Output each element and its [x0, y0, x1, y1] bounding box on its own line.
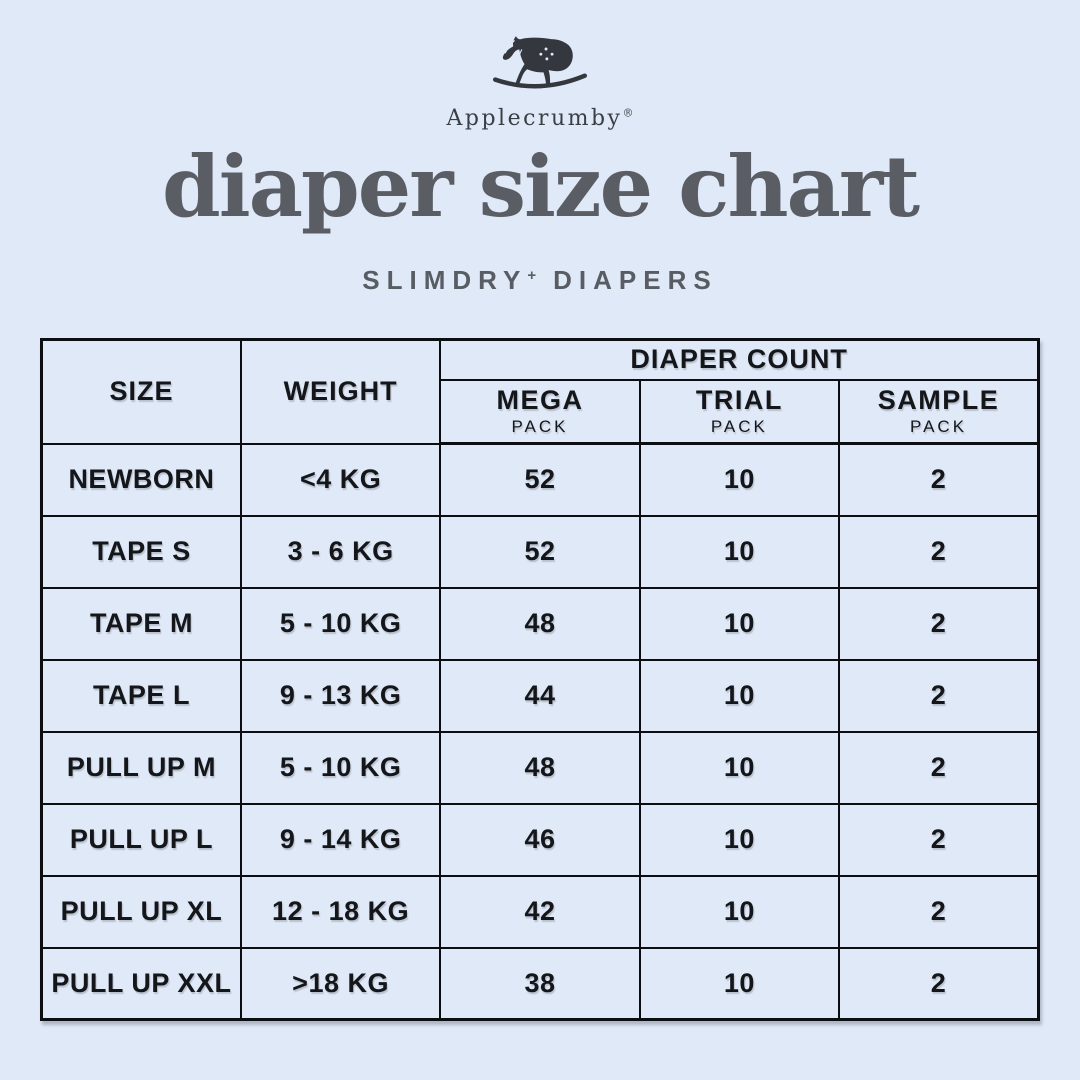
- brand-name: Applecrumby®: [447, 106, 634, 131]
- pack-label: SAMPLE: [877, 385, 1000, 416]
- table-row: TAPE S 3 - 6 KG 52 10 2: [40, 514, 1040, 589]
- registered-mark: ®: [622, 106, 634, 120]
- size-cell: PULL UP M: [40, 730, 242, 805]
- trial-count-cell: 10: [638, 946, 841, 1021]
- table-row: PULL UP XL 12 - 18 KG 42 10 2: [40, 874, 1040, 949]
- weight-cell: 5 - 10 KG: [239, 730, 442, 805]
- pack-label: MEGA: [496, 385, 584, 416]
- mega-count-cell: 44: [439, 658, 641, 733]
- mega-count-cell: 38: [439, 946, 641, 1021]
- size-cell: TAPE L: [40, 658, 242, 733]
- subtitle-superscript: +: [527, 267, 538, 285]
- sample-count-cell: 2: [838, 730, 1040, 805]
- mega-count-cell: 52: [439, 514, 641, 589]
- trial-count-cell: 10: [638, 802, 841, 877]
- table-row: PULL UP M 5 - 10 KG 48 10 2: [40, 730, 1040, 805]
- col-header-weight: WEIGHT: [239, 338, 442, 445]
- weight-cell: >18 KG: [239, 946, 442, 1021]
- mega-count-cell: 52: [439, 442, 641, 517]
- trial-count-cell: 10: [638, 514, 841, 589]
- trial-count-cell: 10: [638, 658, 841, 733]
- pack-sublabel: PACK: [710, 417, 768, 436]
- mega-count-cell: 48: [439, 730, 641, 805]
- sample-count-cell: 2: [838, 874, 1040, 949]
- size-cell: PULL UP L: [40, 802, 242, 877]
- page-subtitle: SLIMDRY+ DIAPERS: [362, 265, 717, 296]
- weight-cell: <4 KG: [239, 442, 442, 517]
- sample-count-cell: 2: [838, 442, 1040, 517]
- table-row: TAPE L 9 - 13 KG 44 10 2: [40, 658, 1040, 733]
- table-row: TAPE M 5 - 10 KG 48 10 2: [40, 586, 1040, 661]
- pack-label: TRIAL: [695, 385, 783, 416]
- size-cell: NEWBORN: [40, 442, 242, 517]
- header-row-packs: MEGA PACK TRIAL PACK SAMPLE PACK: [42, 378, 1040, 446]
- brand-name-text: Applecrumby: [446, 106, 623, 131]
- brand-logo: Applecrumby®: [447, 30, 634, 131]
- trial-count-cell: 10: [638, 874, 841, 949]
- sample-count-cell: 2: [838, 514, 1040, 589]
- pack-sublabel: PACK: [511, 417, 569, 436]
- pack-sublabel: PACK: [910, 417, 968, 436]
- trial-count-cell: 10: [638, 442, 841, 517]
- table-row: PULL UP XXL >18 KG 38 10 2: [40, 946, 1040, 1021]
- size-cell: PULL UP XL: [40, 874, 242, 949]
- table-row: PULL UP L 9 - 14 KG 46 10 2: [40, 802, 1040, 877]
- trial-count-cell: 10: [638, 730, 841, 805]
- col-header-size: SIZE: [40, 338, 242, 445]
- sample-count-cell: 2: [838, 946, 1040, 1021]
- col-header-diaper-count: DIAPER COUNT: [439, 338, 1040, 381]
- subtitle-product: SLIMDRY: [362, 265, 528, 296]
- weight-cell: 3 - 6 KG: [239, 514, 442, 589]
- sample-count-cell: 2: [838, 802, 1040, 877]
- page-title: diaper size chart: [161, 137, 920, 236]
- sample-count-cell: 2: [838, 586, 1040, 661]
- col-header-mega-pack: MEGA PACK: [439, 378, 641, 446]
- weight-cell: 9 - 14 KG: [239, 802, 442, 877]
- table-row: NEWBORN <4 KG 52 10 2: [40, 442, 1040, 517]
- weight-cell: 5 - 10 KG: [239, 586, 442, 661]
- header-row-group: SIZE WEIGHT DIAPER COUNT: [40, 338, 1040, 445]
- weight-cell: 12 - 18 KG: [239, 874, 442, 949]
- col-header-sample-pack: SAMPLE PACK: [838, 378, 1040, 446]
- size-chart-table: SIZE WEIGHT DIAPER COUNT MEGA PACK TRIAL…: [40, 338, 1040, 1022]
- size-cell: TAPE S: [40, 514, 242, 589]
- subtitle-category: DIAPERS: [553, 265, 718, 296]
- mega-count-cell: 42: [439, 874, 641, 949]
- mega-count-cell: 46: [439, 802, 641, 877]
- mega-count-cell: 48: [439, 586, 641, 661]
- sample-count-cell: 2: [838, 658, 1040, 733]
- size-cell: TAPE M: [40, 586, 242, 661]
- col-header-trial-pack: TRIAL PACK: [638, 378, 841, 446]
- rocking-horse-icon: [492, 36, 588, 89]
- size-cell: PULL UP XXL: [40, 946, 242, 1021]
- trial-count-cell: 10: [638, 586, 841, 661]
- weight-cell: 9 - 13 KG: [239, 658, 442, 733]
